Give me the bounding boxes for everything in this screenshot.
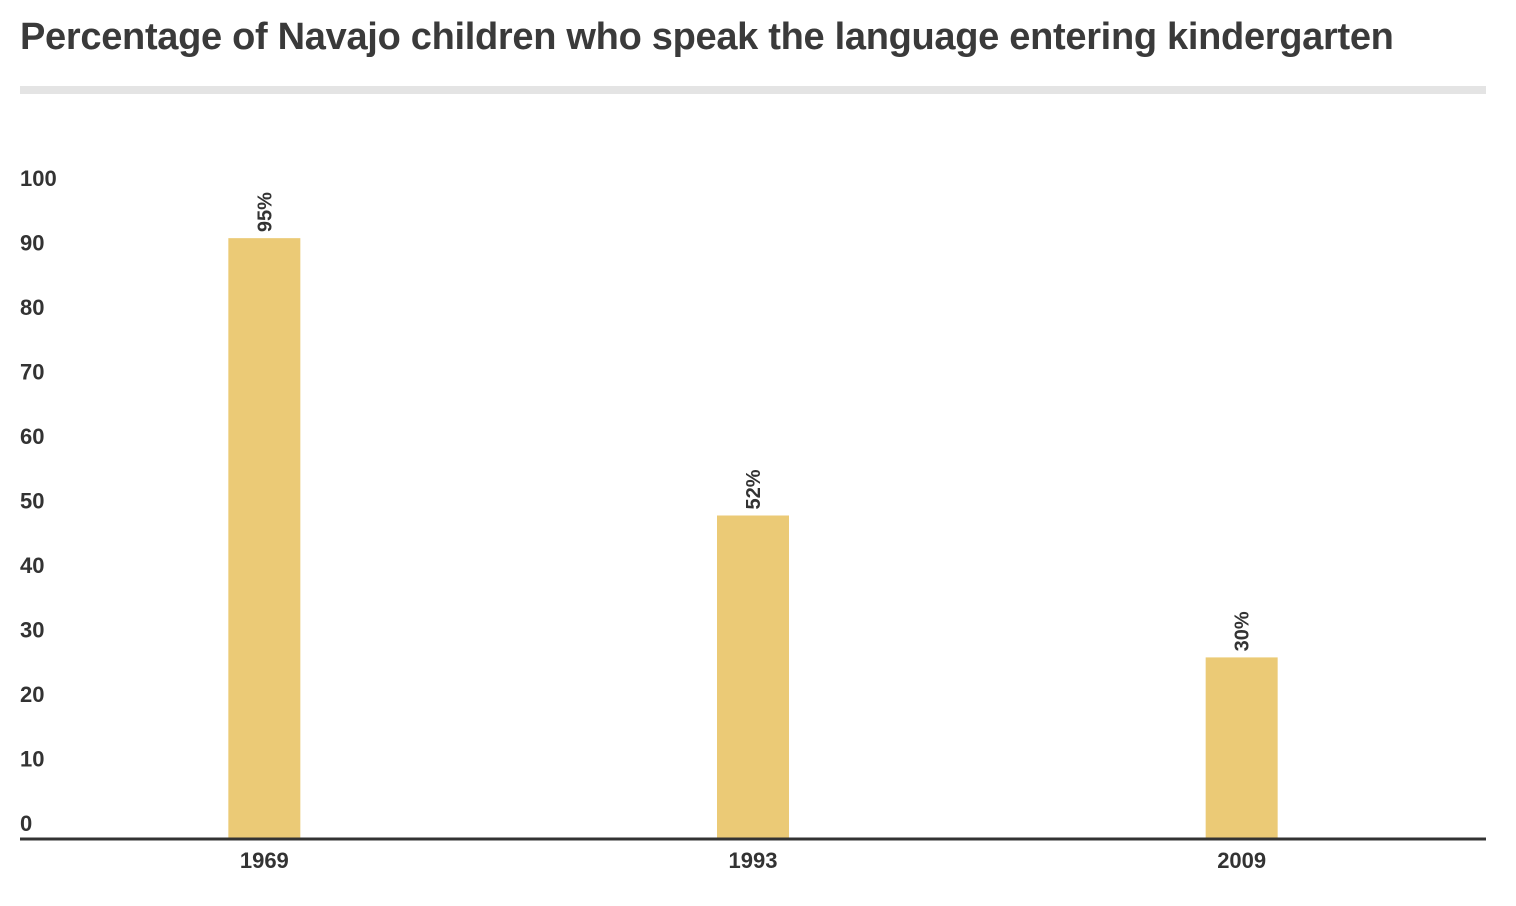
y-tick-label: 10 bbox=[20, 747, 44, 772]
bars bbox=[228, 238, 1278, 838]
data-label-2009: 30% bbox=[1232, 611, 1254, 651]
y-tick-label: 70 bbox=[20, 360, 44, 385]
bar-data-labels: 95% 52% 30% bbox=[254, 192, 1253, 651]
bar-2009 bbox=[1205, 657, 1278, 838]
y-tick-label: 80 bbox=[20, 295, 44, 320]
y-tick-label: 20 bbox=[20, 682, 44, 707]
y-tick-label: 90 bbox=[20, 231, 44, 256]
y-tick-label: 0 bbox=[20, 811, 32, 836]
x-axis-labels: 1969 1993 2009 bbox=[240, 848, 1266, 873]
y-tick-label: 60 bbox=[20, 424, 44, 449]
y-axis-ticks: 0 10 20 30 40 50 60 70 80 90 100 bbox=[20, 166, 57, 836]
y-tick-label: 40 bbox=[20, 553, 44, 578]
x-tick-label: 1993 bbox=[729, 848, 778, 873]
x-tick-label: 2009 bbox=[1217, 848, 1266, 873]
y-tick-label: 100 bbox=[20, 166, 57, 191]
y-tick-label: 30 bbox=[20, 618, 44, 643]
bar-1969 bbox=[228, 238, 301, 838]
bar-1993 bbox=[717, 515, 789, 838]
data-label-1969: 95% bbox=[254, 192, 276, 232]
data-label-1993: 52% bbox=[743, 469, 765, 509]
y-tick-label: 50 bbox=[20, 489, 44, 514]
chart-title: Percentage of Navajo children who speak … bbox=[20, 16, 1394, 58]
title-divider bbox=[20, 86, 1486, 94]
x-tick-label: 1969 bbox=[240, 848, 289, 873]
